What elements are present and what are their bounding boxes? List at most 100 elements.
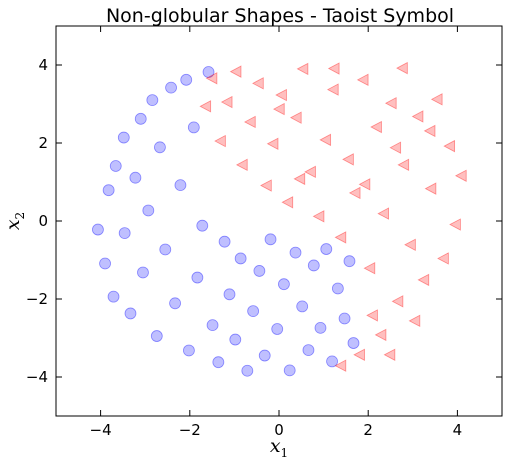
red-triangle-point-39 [353,348,365,361]
y-tick-label: 0 [38,212,48,230]
red-triangle-point-32 [430,93,443,106]
blue-circle-point-40 [296,300,309,313]
red-triangle-point-26 [391,295,404,308]
y-axis-label: x2 [2,212,27,230]
red-triangle-point-9 [266,137,279,150]
red-triangle-point-8 [260,179,272,192]
red-triangle-point-41 [366,309,378,322]
blue-circle-point-14 [154,141,166,154]
blue-circle-point-5 [117,131,130,144]
red-triangle-point-47 [389,141,402,154]
red-triangle-point-45 [293,172,306,186]
chart-title: Non-globular Shapes - Taoist Symbol [106,5,454,27]
red-triangle-point-24 [377,207,390,220]
red-triangle-point-46 [272,102,285,116]
x-axis-label: x1 [270,435,288,460]
red-triangle-point-33 [437,252,449,265]
red-triangle-point-37 [374,328,387,342]
axis-ticks: −4 −2 0 2 4 −4 −2 0 2 4 [26,26,502,439]
blue-circle-point-36 [271,323,284,335]
red-triangle-point-15 [312,210,325,223]
blue-circle-point-1 [99,257,111,270]
blue-circle-point-3 [109,160,122,172]
red-triangle-point-42 [408,314,421,328]
red-triangle-point-49 [358,178,371,191]
blue-circle-point-32 [247,305,260,317]
red-triangle-point-7 [252,77,264,90]
x-tick-label: 2 [363,421,373,439]
red-triangle-point-13 [296,62,309,76]
red-triangle-point-27 [397,158,410,172]
red-triangle-point-30 [417,273,430,287]
x-axis-label-subscript: 1 [281,446,289,460]
red-triangle-point-36 [454,169,467,182]
red-triangle-point-10 [275,88,287,102]
red-triangle-point-3 [220,95,233,109]
red-triangle-point-22 [363,262,376,275]
y-tick-label: −2 [26,290,48,308]
blue-circle-point-42 [307,259,320,272]
red-triangle-point-44 [327,62,340,75]
blue-circle-point-35 [264,233,277,246]
chart-marks [92,61,467,377]
blue-circle-point-29 [229,333,242,346]
red-triangle-point-34 [443,139,456,153]
x-tick-label: 4 [453,421,463,439]
red-triangle-point-16 [319,133,332,147]
blue-circle-point-44 [320,243,333,255]
blue-circle-point-47 [338,312,351,325]
blue-circle-point-30 [234,252,247,265]
x-axis-label-main: x [270,435,281,457]
blue-circle-point-23 [196,219,209,232]
blue-circle-point-8 [129,171,142,184]
blue-circle-point-4 [107,290,120,303]
blue-circle-point-25 [206,319,219,332]
blue-circle-point-7 [124,307,137,320]
red-triangle-point-40 [334,359,347,372]
blue-circle-point-33 [253,265,266,277]
blue-circle-point-45 [326,355,338,368]
blue-circle-point-10 [137,266,149,279]
red-triangle-point-25 [384,97,397,110]
blue-circle-point-41 [302,344,315,356]
blue-circle-point-15 [159,243,172,256]
red-triangle-point-5 [235,158,248,172]
red-triangle-point-35 [449,218,461,231]
red-triangle-point-29 [411,110,424,123]
red-triangle-point-23 [370,120,382,134]
red-triangle-point-38 [383,348,396,361]
red-triangle-point-1 [205,72,218,85]
blue-circle-point-6 [118,227,131,239]
plot-frame [55,25,503,417]
x-tick-label: −2 [179,421,201,439]
blue-circle-point-0 [92,223,104,236]
y-axis-label-main: x [2,219,24,230]
blue-circle-point-27 [218,235,231,248]
blue-circle-point-2 [102,184,115,197]
blue-circle-point-20 [183,344,195,357]
red-triangle-point-2 [214,134,226,148]
red-triangle-point-20 [348,186,361,200]
blue-circle-point-26 [212,356,225,369]
blue-circle-point-39 [289,246,302,259]
red-triangle-point-6 [243,115,256,129]
blue-circle-point-11 [142,204,155,217]
y-tick-label: −4 [26,368,48,386]
y-axis-label-subscript: 2 [13,212,27,220]
x-tick-label: −4 [90,421,112,439]
blue-circle-point-12 [146,94,159,106]
red-triangle-point-31 [424,182,437,195]
blue-circle-point-17 [169,297,181,310]
blue-circle-point-38 [283,364,296,377]
blue-circle-point-48 [343,255,356,268]
red-triangle-point-11 [281,196,294,209]
blue-circle-point-18 [174,179,187,192]
blue-circle-point-49 [347,337,360,349]
red-triangle-point-48 [423,124,436,138]
red-triangle-point-0 [199,100,212,113]
red-triangle-point-19 [342,153,354,166]
blue-circle-point-37 [278,278,290,291]
red-triangle-point-18 [334,231,347,244]
y-tick-label: 2 [38,134,48,152]
